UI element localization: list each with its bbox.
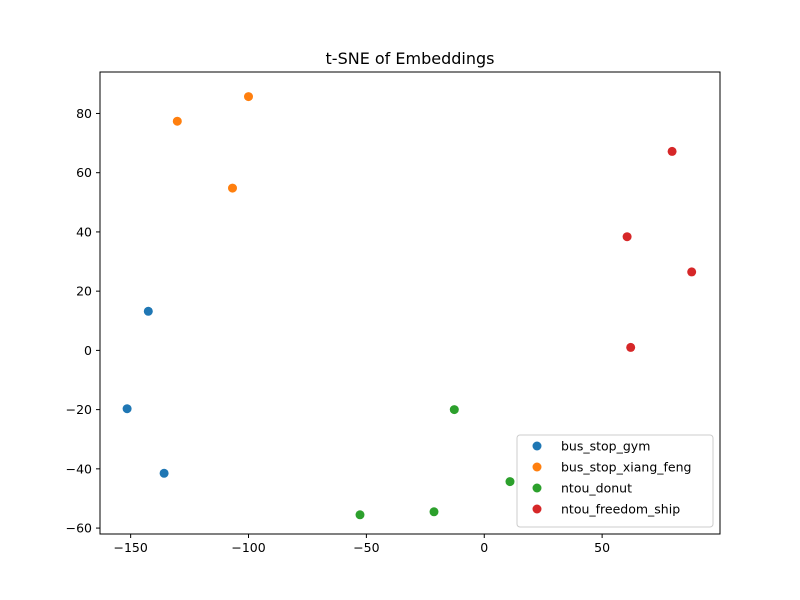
x-tick-label: 0: [480, 540, 488, 555]
legend-marker-ntou_donut: [532, 483, 542, 493]
point-ntou_donut-3: [355, 510, 365, 520]
legend-marker-bus_stop_gym: [532, 441, 542, 451]
legend-label-bus_stop_gym: bus_stop_gym: [561, 439, 650, 454]
point-ntou_freedom_ship-0: [667, 146, 677, 156]
legend-label-ntou_freedom_ship: ntou_freedom_ship: [561, 502, 680, 517]
x-tick-label: −50: [353, 540, 379, 555]
point-bus_stop_gym-2: [159, 468, 169, 478]
legend-label-bus_stop_xiang_feng: bus_stop_xiang_feng: [561, 460, 691, 475]
y-tick-label: −40: [66, 461, 92, 476]
points-layer: [122, 92, 697, 520]
x-tick-label: 50: [594, 540, 610, 555]
y-tick-label: 20: [76, 284, 92, 299]
plot-area-frame: [99, 71, 721, 535]
point-ntou_donut-2: [429, 507, 439, 517]
chart-title: t-SNE of Embeddings: [326, 49, 495, 68]
y-tick-label: 0: [84, 343, 92, 358]
point-bus_stop_xiang_feng-0: [172, 116, 182, 126]
x-tick-label: −150: [113, 540, 147, 555]
point-ntou_freedom_ship-2: [687, 267, 697, 277]
legend-label-ntou_donut: ntou_donut: [561, 481, 632, 496]
legend-marker-ntou_freedom_ship: [532, 504, 542, 514]
y-tick-label: 40: [76, 224, 92, 239]
point-ntou_freedom_ship-1: [622, 232, 632, 242]
y-tick-label: −60: [66, 521, 92, 536]
y-axis: −60 −40 −20 0 20 40 60 80: [66, 106, 100, 536]
legend-box: [516, 434, 714, 528]
x-axis: −150 −100 −50 0 50: [113, 534, 610, 555]
legend: bus_stop_gym bus_stop_xiang_feng ntou_donu…: [516, 434, 714, 528]
legend-marker-bus_stop_xiang_feng: [532, 462, 542, 472]
point-ntou_donut-1: [505, 477, 515, 487]
y-tick-label: 60: [76, 165, 92, 180]
y-tick-label: 80: [76, 106, 92, 121]
y-tick-label: −20: [66, 402, 92, 417]
point-bus_stop_xiang_feng-1: [244, 92, 253, 102]
point-bus_stop_gym-1: [122, 404, 132, 414]
point-bus_stop_gym-0: [143, 306, 153, 316]
x-tick-label: −100: [231, 540, 265, 555]
point-bus_stop_xiang_feng-2: [228, 183, 237, 193]
point-ntou_freedom_ship-3: [626, 342, 636, 352]
point-ntou_donut-0: [449, 405, 459, 415]
